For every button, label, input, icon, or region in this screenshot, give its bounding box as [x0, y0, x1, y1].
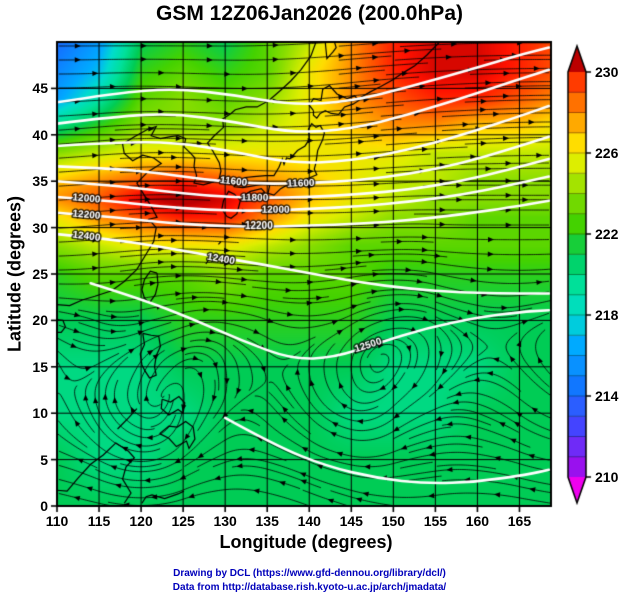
- colorbar-tick-label: 230: [595, 64, 619, 80]
- x-axis-tick-label: 125: [171, 513, 195, 529]
- x-axis-tick-label: 145: [339, 513, 363, 529]
- x-axis-tick-label: 140: [297, 513, 321, 529]
- y-axis-tick-label: 5: [40, 451, 48, 468]
- colorbar-canvas: [560, 34, 606, 514]
- y-axis-tick-label: 10: [32, 405, 48, 422]
- map-plot-canvas: [49, 34, 559, 514]
- y-axis-tick-label: 20: [32, 312, 48, 329]
- x-axis-tick-label: 155: [423, 513, 448, 529]
- colorbar-tick-label: 210: [595, 469, 619, 485]
- x-axis-tick-label: 135: [255, 513, 279, 529]
- y-axis-tick-label: 25: [32, 266, 48, 282]
- x-axis-tick-label: 160: [465, 513, 490, 529]
- x-axis-tick-label: 115: [87, 513, 111, 529]
- credit-line-1: Drawing by DCL (https://www.gfd-dennou.o…: [173, 568, 446, 579]
- chart-title: GSM 12Z06Jan2026 (200.0hPa): [155, 2, 463, 25]
- y-axis-tick-label: 40: [32, 126, 48, 143]
- y-axis-tick-label: 0: [40, 498, 48, 514]
- x-axis-tick-label: 165: [507, 513, 532, 529]
- x-axis-tick-label: 150: [381, 513, 405, 529]
- x-axis-tick-label: 120: [129, 513, 153, 529]
- y-axis-tick-label: 35: [32, 173, 48, 190]
- x-axis-tick-label: 110: [45, 513, 69, 529]
- colorbar-tick-label: 218: [595, 307, 619, 323]
- y-axis-tick-label: 15: [32, 358, 48, 375]
- credits: Drawing by DCL (https://www.gfd-dennou.o…: [0, 567, 619, 595]
- y-axis-tick-label: 30: [32, 219, 48, 236]
- colorbar-tick-label: 214: [595, 388, 619, 404]
- y-axis-tick-label: 45: [32, 80, 48, 97]
- colorbar-tick-label: 226: [595, 145, 619, 161]
- colorbar-tick-label: 222: [595, 226, 619, 242]
- x-axis-tick-label: 130: [213, 513, 237, 529]
- x-axis-label: Longitude (degrees): [219, 532, 393, 552]
- credit-line-2: Data from http://database.rish.kyoto-u.a…: [172, 582, 447, 593]
